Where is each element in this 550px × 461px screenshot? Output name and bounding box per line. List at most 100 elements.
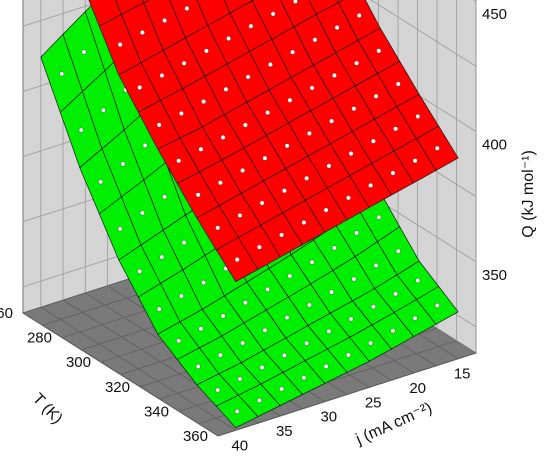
z-tick-label: 450	[482, 6, 507, 23]
data-point	[198, 326, 204, 332]
data-point	[312, 37, 318, 43]
data-point	[262, 155, 268, 161]
z-tick-label: 350	[482, 267, 507, 284]
data-point	[290, 49, 295, 55]
data-point	[240, 168, 246, 173]
data-point	[304, 340, 309, 346]
data-point	[242, 300, 248, 306]
data-point	[162, 194, 168, 200]
data-point	[201, 99, 207, 105]
gridline-horizontal	[22, 0, 477, 67]
y-tick-label: 15	[454, 366, 471, 383]
data-point	[345, 195, 351, 201]
data-point	[195, 364, 201, 369]
data-point	[309, 85, 315, 91]
data-point	[215, 225, 221, 231]
data-point	[412, 158, 418, 164]
z-tick-label: 400	[482, 137, 507, 154]
data-point	[156, 122, 162, 128]
data-point	[137, 85, 143, 90]
data-point	[345, 352, 351, 358]
data-point	[329, 118, 334, 124]
data-point	[265, 286, 270, 292]
y-tick-label: 35	[276, 423, 293, 440]
x-tick-label: 280	[27, 330, 52, 347]
data-point	[262, 327, 268, 333]
data-point	[354, 230, 359, 236]
data-point	[198, 146, 204, 152]
data-point	[334, 25, 340, 30]
data-point	[281, 352, 287, 358]
data-point	[259, 200, 265, 206]
data-point	[373, 262, 379, 268]
data-point	[101, 107, 106, 113]
x-tick-label: 300	[66, 354, 91, 371]
x-tick-label: 260	[0, 305, 13, 322]
data-point	[301, 220, 307, 225]
data-point	[326, 163, 332, 169]
data-point	[156, 306, 162, 312]
data-point	[287, 97, 293, 103]
data-point	[242, 122, 248, 128]
data-point	[240, 340, 246, 346]
data-point	[281, 188, 287, 194]
data-point	[162, 18, 168, 23]
data-point	[220, 313, 226, 319]
data-point	[434, 145, 440, 151]
data-point	[415, 278, 421, 283]
data-point	[248, 23, 254, 29]
data-point	[223, 86, 229, 92]
data-point	[329, 289, 334, 295]
data-point	[178, 293, 184, 299]
data-point	[284, 315, 290, 320]
data-point	[331, 245, 337, 251]
data-point	[323, 363, 329, 369]
data-point	[368, 182, 373, 188]
data-point	[412, 315, 418, 321]
data-point	[215, 387, 221, 393]
data-point	[434, 303, 440, 308]
data-point	[142, 143, 148, 148]
data-point	[309, 259, 315, 265]
y-tick-label: 25	[365, 394, 382, 411]
y-tick-label: 30	[320, 409, 337, 426]
data-point	[220, 134, 226, 140]
data-point	[270, 11, 276, 17]
data-point	[331, 73, 337, 78]
data-point	[370, 138, 376, 144]
data-point	[348, 151, 354, 157]
data-point	[237, 376, 243, 382]
data-point	[293, 0, 298, 4]
data-point	[117, 42, 123, 47]
data-point	[203, 48, 209, 54]
data-point	[376, 214, 382, 220]
data-point	[226, 36, 232, 41]
data-point	[306, 130, 312, 136]
data-point	[139, 210, 145, 216]
data-point	[159, 73, 165, 78]
data-point	[368, 340, 373, 346]
data-point	[237, 212, 243, 218]
data-point	[265, 110, 270, 116]
data-point	[395, 248, 401, 254]
data-point	[176, 158, 182, 164]
data-point	[267, 62, 273, 67]
x-axis-label: T (K)	[29, 390, 66, 427]
data-point	[217, 180, 223, 186]
data-point	[137, 268, 143, 274]
data-point	[356, 13, 362, 18]
data-point	[415, 114, 421, 119]
surface-plot	[40, 0, 459, 429]
data-point	[159, 254, 165, 260]
data-point	[306, 302, 312, 308]
y-tick-label: 20	[409, 380, 426, 397]
x-tick-label: 340	[144, 403, 169, 420]
data-point	[184, 6, 190, 11]
data-point	[98, 179, 104, 185]
data-point	[279, 386, 284, 392]
data-point	[393, 291, 398, 297]
data-point	[354, 60, 359, 66]
data-point	[181, 240, 187, 246]
x-tick-label: 320	[105, 379, 130, 396]
axis-ticks: 260 280 300 320 340 360 40 35 30 25 20 15 350 400 450	[0, 6, 507, 454]
